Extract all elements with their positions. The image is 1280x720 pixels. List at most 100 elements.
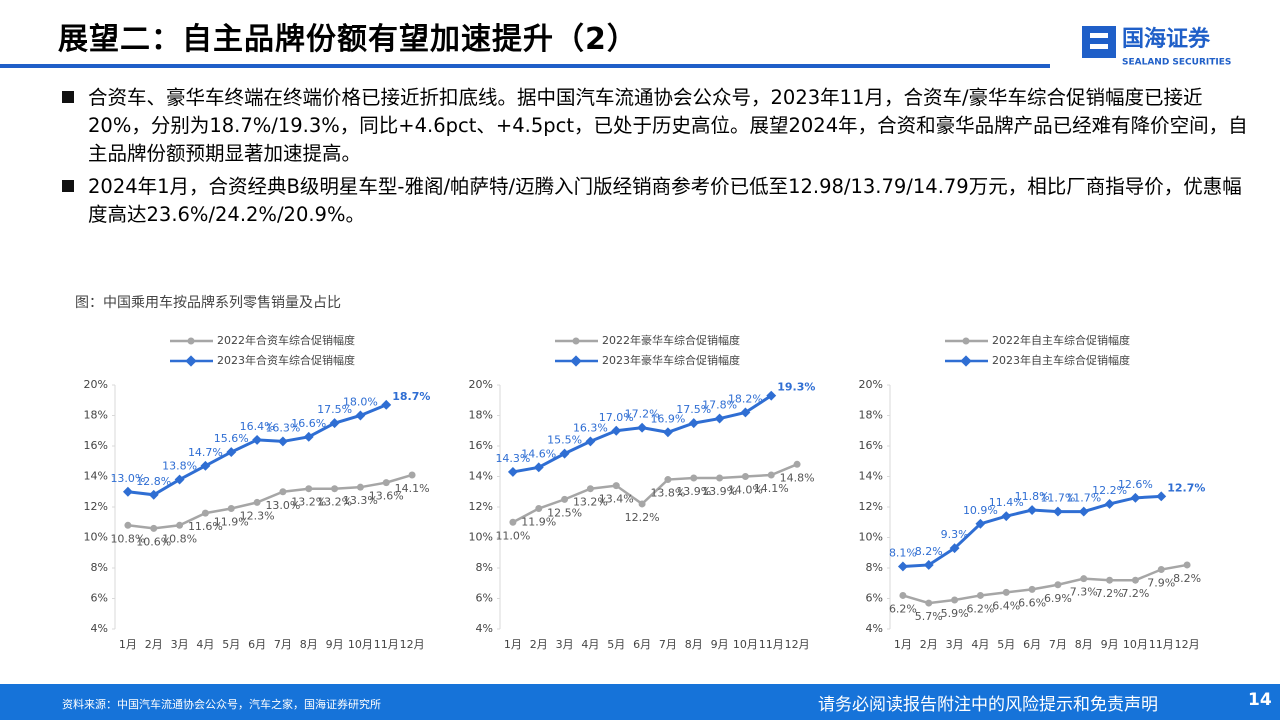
x-tick-label: 10月: [348, 638, 373, 651]
data-label: 13.2%: [317, 496, 352, 509]
point: [201, 509, 209, 517]
data-label: 8.2%: [915, 545, 943, 558]
point: [279, 488, 287, 496]
point: [688, 418, 699, 429]
logo-mark: [1090, 33, 1108, 38]
data-label: 11.7%: [1066, 492, 1101, 505]
y-tick-label: 14%: [859, 470, 883, 483]
point: [303, 431, 314, 442]
x-tick-label: 12月: [785, 638, 810, 651]
data-label: 16.3%: [573, 421, 608, 434]
point: [535, 505, 543, 513]
legend-label: 2022年豪华车综合促销幅度: [602, 333, 740, 347]
data-label: 5.7%: [915, 610, 943, 623]
data-label: 7.9%: [1147, 577, 1175, 590]
y-tick-label: 6%: [866, 592, 883, 605]
point: [150, 524, 158, 532]
x-tick-label: 5月: [222, 638, 240, 651]
data-label: 6.9%: [1044, 592, 1072, 605]
x-tick-label: 10月: [733, 638, 758, 651]
point: [507, 466, 518, 477]
point: [664, 476, 672, 484]
data-label: 6.4%: [992, 599, 1020, 612]
point: [690, 474, 698, 482]
series-line: [512, 463, 798, 524]
point: [1130, 492, 1141, 503]
source: 资料来源：中国汽车流通协会公众号，汽车之家，国海证券研究所: [62, 698, 381, 711]
data-label: 12.3%: [240, 509, 275, 522]
data-label: 12.2%: [1092, 484, 1127, 497]
data-label: 11.7%: [1040, 492, 1075, 505]
point: [586, 485, 594, 493]
data-label: 17.5%: [676, 403, 711, 416]
point: [509, 518, 517, 526]
data-label: 17.5%: [317, 403, 352, 416]
data-label: 11.6%: [188, 520, 223, 533]
y-tick-label: 18%: [469, 409, 493, 422]
point: [148, 489, 159, 500]
data-label: 14.7%: [188, 446, 223, 459]
y-tick-label: 12%: [859, 500, 883, 513]
point: [1027, 505, 1038, 515]
data-label: 14.6%: [521, 447, 556, 460]
point: [122, 486, 133, 497]
title-rule: [0, 64, 1050, 68]
data-label: 10.8%: [110, 532, 145, 545]
point: [585, 436, 596, 447]
x-tick-label: 3月: [556, 638, 574, 651]
data-label: 14.3%: [495, 452, 530, 465]
point: [226, 447, 237, 458]
point: [561, 495, 569, 503]
y-tick-label: 18%: [859, 409, 883, 422]
point: [767, 471, 775, 479]
point: [1054, 581, 1062, 589]
data-label: 13.4%: [599, 493, 634, 506]
point: [975, 518, 986, 529]
point: [305, 485, 313, 493]
data-label: 14.1%: [754, 482, 789, 495]
point: [176, 521, 184, 529]
data-label: 7.3%: [1070, 586, 1098, 599]
point: [1106, 576, 1114, 584]
point: [949, 543, 960, 554]
point: [355, 410, 366, 421]
x-tick-label: 9月: [1101, 638, 1119, 651]
point: [766, 390, 777, 401]
point: [1080, 575, 1088, 583]
data-label: 6.2%: [966, 602, 994, 615]
data-label: 7.2%: [1096, 587, 1124, 600]
charts: 4% 6% 8% 10% 12% 14% 16% 18% 20% 1月 2月 3月 4月 5月 6月 7月 8月…: [84, 333, 1206, 651]
x-tick-label: 4月: [581, 638, 599, 651]
point: [559, 448, 570, 459]
logo-mark: [1090, 44, 1108, 49]
data-label: 5.9%: [941, 607, 969, 620]
x-tick-label: 6月: [248, 638, 266, 651]
x-tick-label: 12月: [400, 638, 425, 651]
x-tick-label: 9月: [711, 638, 729, 651]
point: [381, 399, 392, 410]
data-label: 19.3%: [777, 381, 815, 394]
y-tick-label: 12%: [84, 500, 108, 513]
y-tick-label: 14%: [84, 470, 108, 483]
page-number: 14: [1248, 690, 1272, 710]
point: [897, 561, 908, 572]
x-tick-label: 5月: [997, 638, 1015, 651]
data-label: 13.2%: [573, 496, 608, 509]
point: [1183, 561, 1191, 569]
bullet-text: 合资车、豪华车终端在终端价格已接近折扣底线。据中国汽车流通协会公众号，2023年…: [88, 86, 1248, 165]
data-label: 15.5%: [547, 434, 582, 447]
point: [329, 418, 340, 429]
logo-mark: [1082, 26, 1116, 58]
x-tick-label: 2月: [530, 638, 548, 651]
data-label: 15.6%: [214, 432, 249, 445]
point: [923, 560, 934, 570]
data-label: 12.6%: [1118, 478, 1153, 491]
point: [408, 471, 416, 479]
data-label: 11.4%: [989, 496, 1024, 509]
data-label: 13.9%: [702, 485, 737, 498]
point: [716, 474, 724, 482]
legend-marker: [187, 337, 195, 345]
x-tick-label: 7月: [274, 638, 292, 651]
data-label: 11.8%: [1015, 490, 1050, 503]
x-tick-label: 8月: [300, 638, 318, 651]
